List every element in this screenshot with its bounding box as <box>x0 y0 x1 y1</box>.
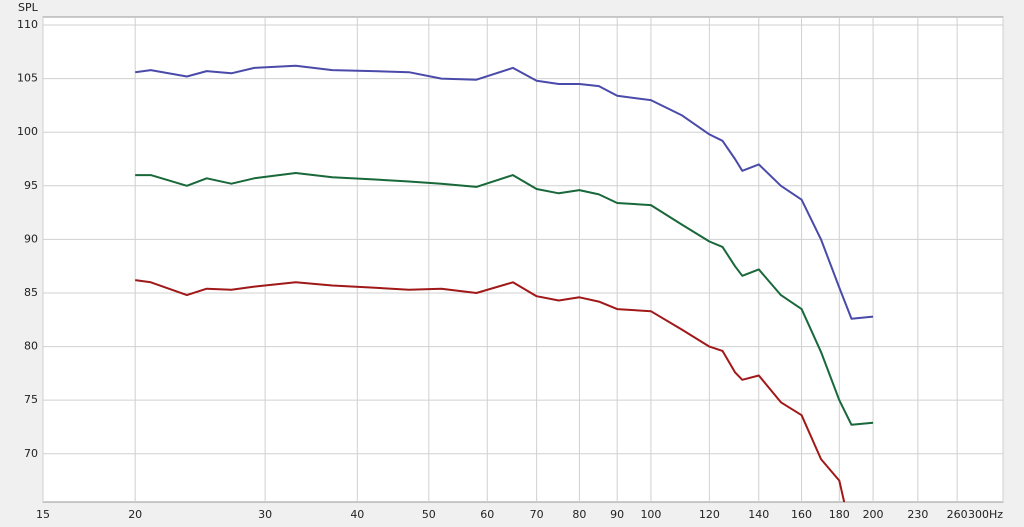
x-tick-label: 200 <box>863 508 884 521</box>
x-tick-label: 260 <box>947 508 968 521</box>
series-line <box>135 279 846 502</box>
x-tick-label: 40 <box>350 508 364 521</box>
plot-area <box>42 16 1004 503</box>
y-tick-label: 105 <box>17 72 38 85</box>
x-tick-label: 160 <box>791 508 812 521</box>
y-tick-label: 110 <box>17 18 38 31</box>
x-tick-label: 15 <box>36 508 50 521</box>
x-tick-label: 80 <box>572 508 586 521</box>
x-tick-label: 70 <box>530 508 544 521</box>
series-line <box>135 172 874 426</box>
x-tick-label: 230 <box>907 508 928 521</box>
x-tick-label: 180 <box>829 508 850 521</box>
y-tick-label: 70 <box>24 447 38 460</box>
series-line <box>135 64 874 320</box>
x-tick-label: 50 <box>422 508 436 521</box>
y-tick-label: 90 <box>24 232 38 245</box>
x-tick-label: 300Hz <box>968 508 1003 521</box>
x-tick-label: 100 <box>640 508 661 521</box>
y-tick-label: 95 <box>24 179 38 192</box>
x-tick-label: 90 <box>610 508 624 521</box>
x-tick-label: 30 <box>258 508 272 521</box>
x-tick-label: 140 <box>748 508 769 521</box>
y-axis-label: SPL <box>18 1 39 14</box>
x-tick-label: 60 <box>480 508 494 521</box>
x-tick-label: 20 <box>128 508 142 521</box>
y-tick-label: 75 <box>24 393 38 406</box>
y-tick-label: 100 <box>17 125 38 138</box>
y-tick-label: 85 <box>24 286 38 299</box>
x-tick-label: 120 <box>699 508 720 521</box>
y-tick-label: 80 <box>24 340 38 353</box>
